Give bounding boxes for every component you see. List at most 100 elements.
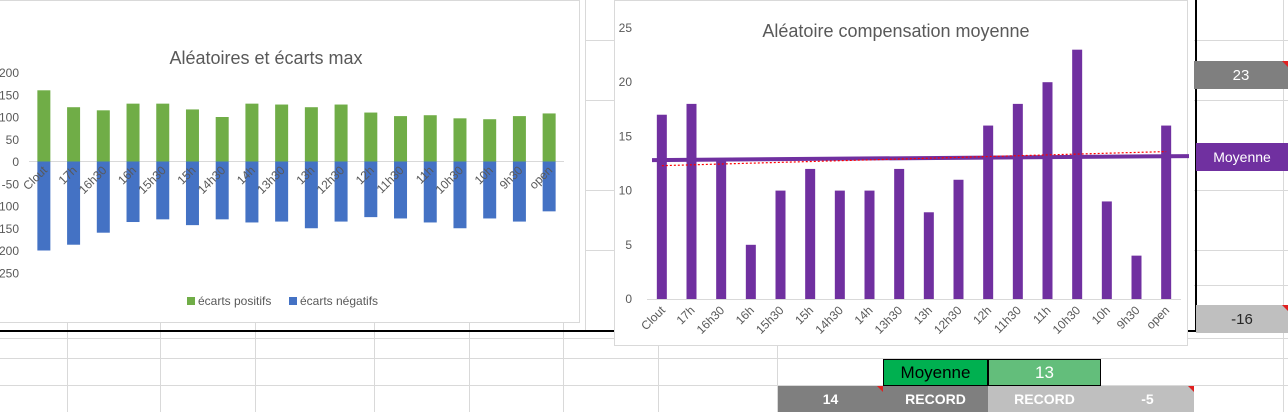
moyenne-value: 13: [1035, 362, 1054, 382]
comment-marker: [1282, 61, 1288, 67]
bar-negative: [512, 161, 526, 222]
bar-positive: [453, 118, 467, 162]
bar-positive: [215, 117, 229, 162]
bar-negative: [156, 161, 170, 220]
bar: [1012, 103, 1023, 299]
bar-positive: [304, 107, 318, 162]
bar: [775, 190, 786, 299]
x-tick-label: 11h: [1030, 303, 1053, 326]
y-tick-label: 100: [0, 111, 19, 125]
x-tick-label: 15h: [792, 303, 816, 327]
bar-positive: [542, 113, 556, 162]
bar: [1131, 255, 1142, 299]
moyenne-value-cell[interactable]: 13: [988, 359, 1101, 386]
moyenne-label-cell[interactable]: Moyenne: [883, 359, 988, 386]
bar-negative: [423, 161, 437, 223]
legend-swatch-negative: [289, 297, 297, 305]
bar-positive: [156, 103, 170, 162]
bar-negative: [126, 161, 140, 223]
x-tick-label: 14h30: [812, 303, 846, 337]
average-label-cell[interactable]: Moyenne: [1196, 143, 1288, 171]
min-value-cell[interactable]: -16: [1196, 305, 1288, 333]
bar-positive: [245, 103, 259, 162]
x-tick-label: 16h: [733, 303, 757, 327]
chart-aleatoire-compensation-moyenne[interactable]: Aléatoire compensation moyenne 0 5 10 15 20 2…: [614, 0, 1189, 346]
bottom-cell-2[interactable]: RECORD: [883, 386, 988, 412]
x-tick-label: 14h: [852, 303, 876, 327]
y-tick-label: 200: [0, 66, 19, 80]
y-tick-label: 20: [619, 75, 633, 89]
x-tick-label: 12h: [970, 303, 994, 327]
bottom-value-4: -5: [1141, 391, 1154, 407]
bar-positive: [126, 103, 140, 162]
bar-positive: [483, 119, 497, 162]
bar-positive: [185, 109, 199, 162]
x-tick-label: 16h30: [694, 303, 728, 337]
bottom-cell-4[interactable]: -5: [1101, 386, 1194, 412]
chart-1-svg: Aléatoires et écarts max 200 150 100 50 0 -50…: [0, 48, 564, 308]
average-label: Moyenne: [1213, 149, 1271, 165]
bar-positive: [364, 112, 378, 162]
y-tick-label: -250: [0, 266, 19, 280]
chart-2-title: Aléatoire compensation moyenne: [762, 21, 1029, 41]
y-tick-label: -100: [0, 200, 19, 214]
comment-marker: [1282, 305, 1288, 311]
max-value: 23: [1232, 66, 1250, 84]
y-tick-label: 0: [625, 292, 632, 306]
bar: [953, 179, 964, 299]
y-tick-label: -150: [0, 222, 19, 236]
bar-positive: [96, 110, 110, 162]
bar-positive: [423, 115, 437, 162]
y-tick-label: -200: [0, 244, 19, 258]
bottom-cell-3[interactable]: RECORD: [988, 386, 1101, 412]
bar-negative: [185, 161, 199, 226]
y-tick-label: 5: [625, 238, 632, 252]
bar-negative: [245, 161, 259, 223]
bottom-value-2: RECORD: [905, 391, 966, 407]
bottom-value-1: 14: [822, 391, 839, 407]
chart-aleatoires-ecarts-max[interactable]: Aléatoires et écarts max 200 150 100 50 0 -50…: [0, 0, 580, 323]
bar: [1072, 49, 1083, 300]
bar-negative: [96, 161, 110, 233]
chart-2-svg: Aléatoire compensation moyenne 0 5 10 15 20 2…: [619, 21, 1189, 337]
bar-negative: [275, 161, 289, 222]
bar: [745, 244, 756, 299]
y-tick-label: -50: [2, 177, 20, 191]
bottom-cell-1[interactable]: 14: [778, 386, 883, 412]
bar-positive: [37, 90, 51, 162]
bar-negative: [304, 161, 318, 229]
x-tick-label: 13h: [911, 303, 935, 327]
moyenne-label: Moyenne: [900, 362, 971, 382]
bar: [923, 212, 934, 299]
y-tick-label: 150: [0, 88, 19, 102]
x-tick-label: Clout: [638, 303, 668, 333]
x-tick-label: 11h30: [991, 303, 1024, 336]
y-tick-label: 25: [619, 21, 633, 35]
y-tick-label: 0: [12, 155, 19, 169]
x-tick-label: open: [1144, 303, 1173, 332]
y-tick-label: 10: [619, 184, 633, 198]
x-tick-label: 10h: [1089, 303, 1113, 327]
comment-marker: [1188, 386, 1194, 392]
bar-negative: [334, 161, 348, 222]
bar: [1161, 125, 1172, 299]
bar: [1101, 201, 1112, 299]
bar-negative: [215, 161, 229, 220]
average-line: [651, 154, 1189, 163]
legend-swatch-positive: [187, 297, 195, 305]
bar: [894, 168, 905, 299]
max-value-cell[interactable]: 23: [1194, 61, 1288, 89]
x-tick-label: 12h30: [931, 303, 965, 337]
bar: [1042, 82, 1053, 299]
bar-positive: [512, 116, 526, 162]
y-tick-label: 15: [619, 129, 633, 143]
bar: [805, 168, 816, 299]
bar: [686, 103, 697, 299]
bar-negative: [67, 161, 81, 245]
x-tick-label: 13h30: [872, 303, 906, 337]
bar-negative: [37, 161, 51, 251]
y-tick-label: 50: [6, 133, 20, 147]
bar-negative: [483, 161, 497, 219]
chart-1-title: Aléatoires et écarts max: [169, 48, 362, 68]
min-value: -16: [1231, 310, 1253, 328]
